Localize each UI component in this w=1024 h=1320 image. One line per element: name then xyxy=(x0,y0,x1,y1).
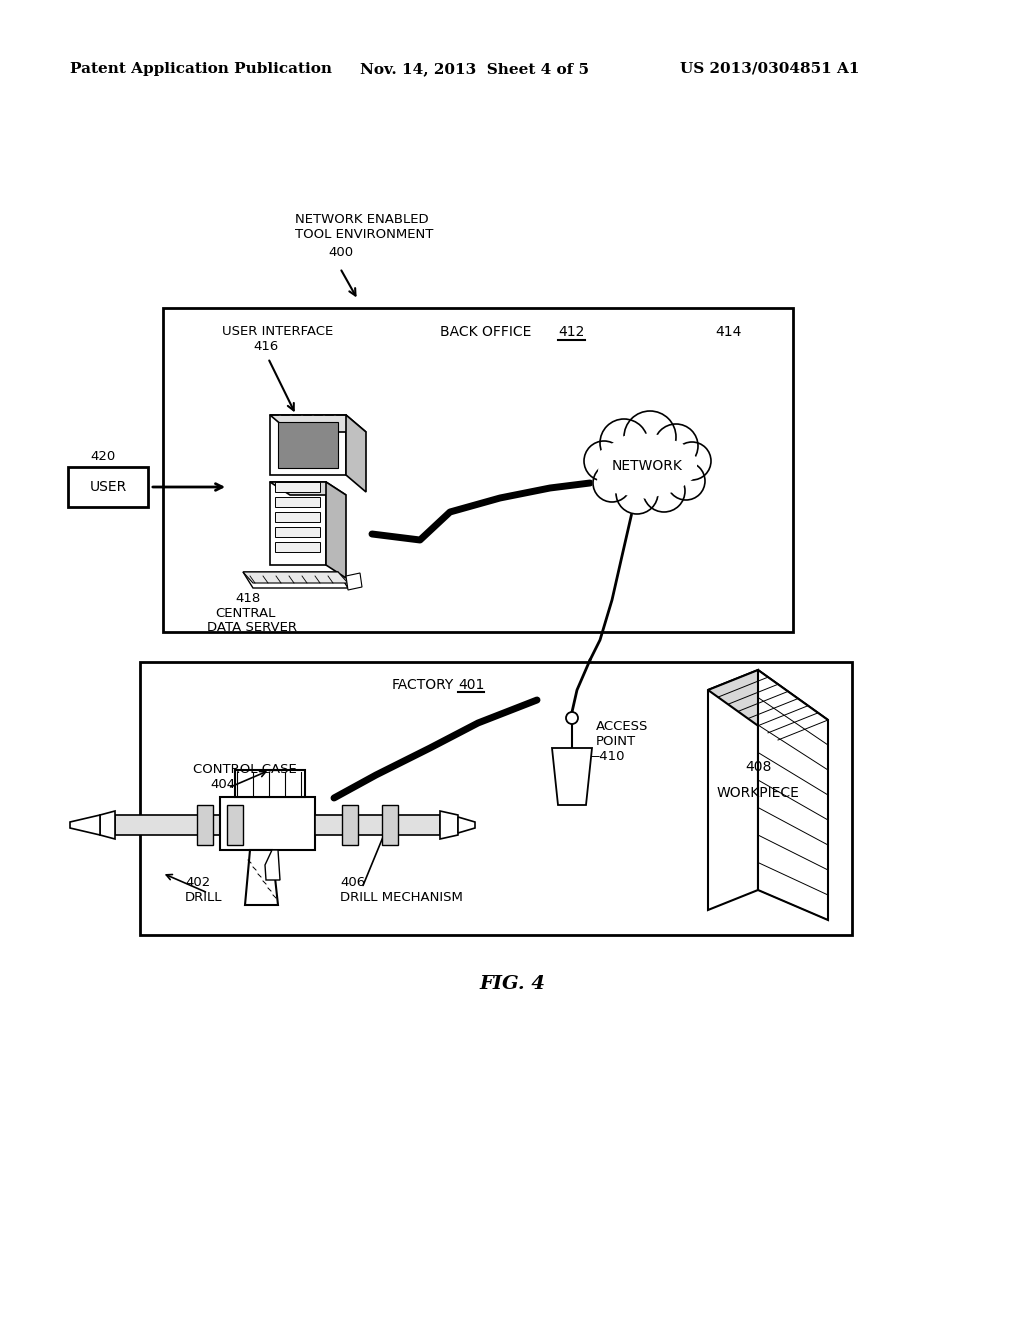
Polygon shape xyxy=(346,573,362,590)
Text: ACCESS: ACCESS xyxy=(596,719,648,733)
Bar xyxy=(275,498,319,507)
Circle shape xyxy=(566,711,578,723)
Circle shape xyxy=(624,411,676,463)
Bar xyxy=(163,308,793,632)
Text: 408: 408 xyxy=(744,760,771,774)
Text: Nov. 14, 2013  Sheet 4 of 5: Nov. 14, 2013 Sheet 4 of 5 xyxy=(360,62,589,77)
Polygon shape xyxy=(227,805,243,845)
Circle shape xyxy=(616,473,658,513)
Text: USER INTERFACE: USER INTERFACE xyxy=(222,325,333,338)
Polygon shape xyxy=(270,414,366,432)
Circle shape xyxy=(654,424,698,469)
Polygon shape xyxy=(220,797,315,850)
Text: 406: 406 xyxy=(340,876,366,888)
Text: 401: 401 xyxy=(458,678,484,692)
Text: DRILL: DRILL xyxy=(185,891,222,904)
Polygon shape xyxy=(342,805,358,845)
Text: WORKPIECE: WORKPIECE xyxy=(717,785,800,800)
Polygon shape xyxy=(115,814,220,836)
Text: CONTROL CASE: CONTROL CASE xyxy=(193,763,297,776)
Text: CENTRAL: CENTRAL xyxy=(215,607,275,620)
Bar xyxy=(275,527,319,537)
Text: FIG. 4: FIG. 4 xyxy=(479,975,545,993)
Polygon shape xyxy=(708,671,828,741)
Polygon shape xyxy=(70,814,100,836)
Text: DATA SERVER: DATA SERVER xyxy=(207,620,297,634)
Text: POINT: POINT xyxy=(596,735,636,748)
Polygon shape xyxy=(234,770,305,797)
Bar xyxy=(275,482,319,492)
Bar xyxy=(68,467,148,507)
Text: Patent Application Publication: Patent Application Publication xyxy=(70,62,332,77)
Bar xyxy=(275,512,319,521)
Text: FACTORY: FACTORY xyxy=(392,678,455,692)
Polygon shape xyxy=(382,805,398,845)
Polygon shape xyxy=(758,671,828,920)
Text: USER: USER xyxy=(89,480,127,494)
Circle shape xyxy=(593,465,631,502)
Polygon shape xyxy=(197,805,213,845)
Bar xyxy=(275,543,319,552)
Text: 416: 416 xyxy=(253,341,279,352)
Polygon shape xyxy=(270,482,346,495)
Text: NETWORK: NETWORK xyxy=(611,459,682,473)
Bar xyxy=(140,663,852,935)
Polygon shape xyxy=(552,748,592,805)
Text: —410: —410 xyxy=(586,750,625,763)
Text: TOOL ENVIRONMENT: TOOL ENVIRONMENT xyxy=(295,228,433,242)
Circle shape xyxy=(584,441,624,480)
Polygon shape xyxy=(708,671,758,909)
Polygon shape xyxy=(270,482,326,565)
Circle shape xyxy=(673,442,711,480)
Text: DRILL MECHANISM: DRILL MECHANISM xyxy=(340,891,463,904)
Polygon shape xyxy=(100,810,115,840)
Polygon shape xyxy=(458,817,475,833)
Polygon shape xyxy=(326,482,346,578)
Polygon shape xyxy=(243,572,348,583)
Circle shape xyxy=(667,462,705,500)
Text: 404: 404 xyxy=(210,777,236,791)
Polygon shape xyxy=(265,850,280,880)
Polygon shape xyxy=(243,572,348,587)
Polygon shape xyxy=(245,850,278,906)
Text: 414: 414 xyxy=(715,325,741,339)
Polygon shape xyxy=(278,422,338,469)
Circle shape xyxy=(643,470,685,512)
Circle shape xyxy=(600,418,648,467)
Text: 420: 420 xyxy=(90,450,116,463)
Text: 402: 402 xyxy=(185,876,210,888)
Polygon shape xyxy=(346,414,366,492)
Text: 400: 400 xyxy=(328,246,353,259)
Text: 418: 418 xyxy=(234,591,260,605)
Polygon shape xyxy=(597,433,697,499)
Text: BACK OFFICE: BACK OFFICE xyxy=(440,325,531,339)
Text: US 2013/0304851 A1: US 2013/0304851 A1 xyxy=(680,62,859,77)
Text: 412: 412 xyxy=(558,325,585,339)
Text: NETWORK ENABLED: NETWORK ENABLED xyxy=(295,213,429,226)
Polygon shape xyxy=(315,814,440,836)
Polygon shape xyxy=(440,810,458,840)
Polygon shape xyxy=(270,414,346,475)
